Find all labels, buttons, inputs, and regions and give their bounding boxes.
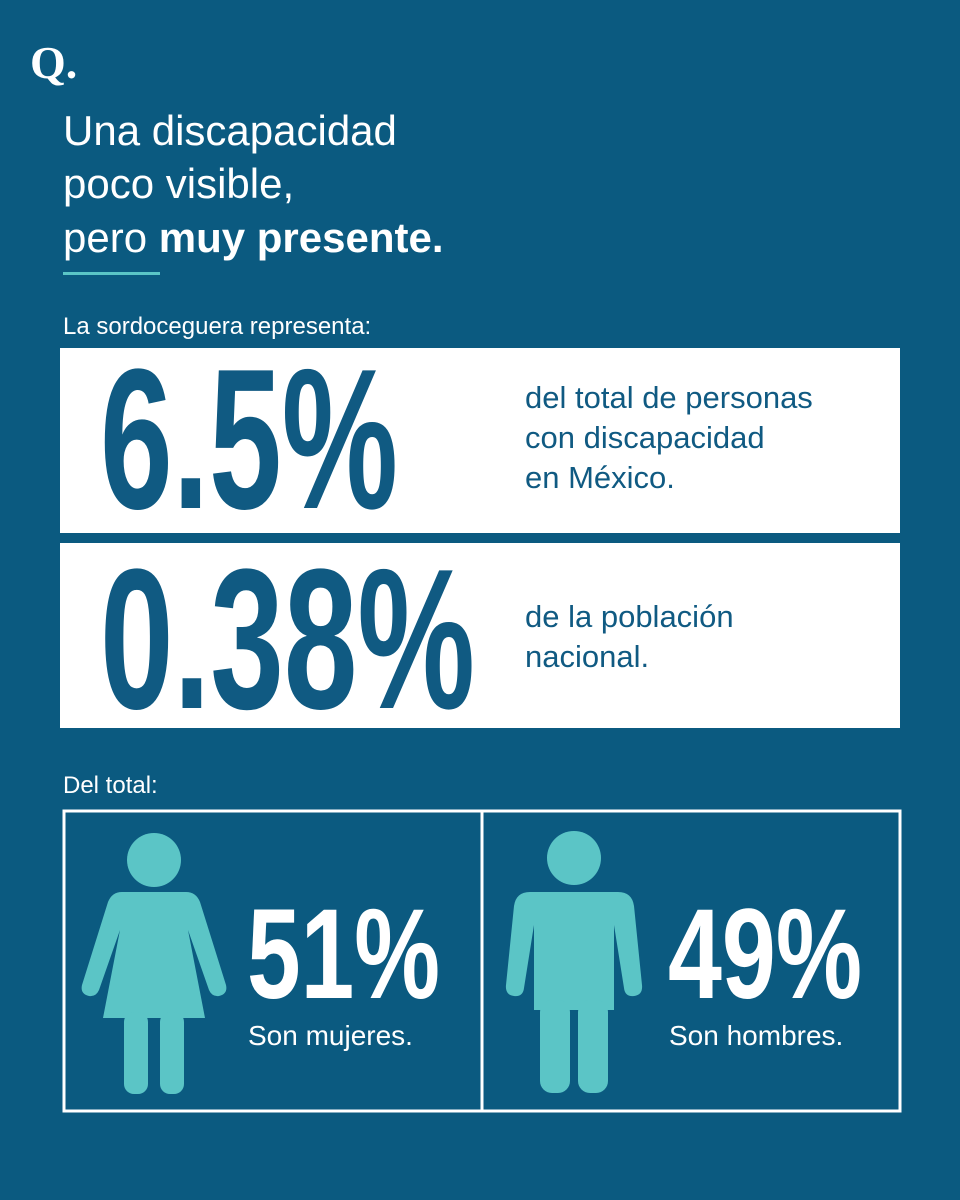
stat-text: de la población <box>525 599 734 634</box>
man-icon <box>505 831 643 1093</box>
title-line: pero muy presente. <box>63 214 444 261</box>
title-bold: muy presente. <box>159 214 444 261</box>
breakdown-caption: Son hombres. <box>669 1020 843 1051</box>
stat-box <box>60 543 900 728</box>
breakdown-caption: Son mujeres. <box>248 1020 413 1051</box>
breakdown-figure: 51% <box>247 883 440 1026</box>
stat-text: en México. <box>525 460 675 495</box>
stat-figure: 0.38% <box>100 528 475 751</box>
title-line: Una discapacidad <box>63 107 397 154</box>
title-line: poco visible, <box>63 160 294 207</box>
stat-text: nacional. <box>525 639 649 674</box>
stat-box <box>60 348 900 533</box>
stat-figure: 6.5% <box>100 328 398 551</box>
breakdown-figure: 49% <box>668 883 862 1026</box>
breakdown-label: Del total: <box>63 772 158 799</box>
stat-text: del total de personas <box>525 380 813 415</box>
woman-icon <box>81 833 227 1094</box>
title-regular: pero <box>63 214 159 261</box>
intro: La sordoceguera representa: <box>63 313 371 340</box>
logo: Q. <box>30 37 77 88</box>
title-underline <box>63 272 160 275</box>
stat-text: con discapacidad <box>525 420 765 455</box>
